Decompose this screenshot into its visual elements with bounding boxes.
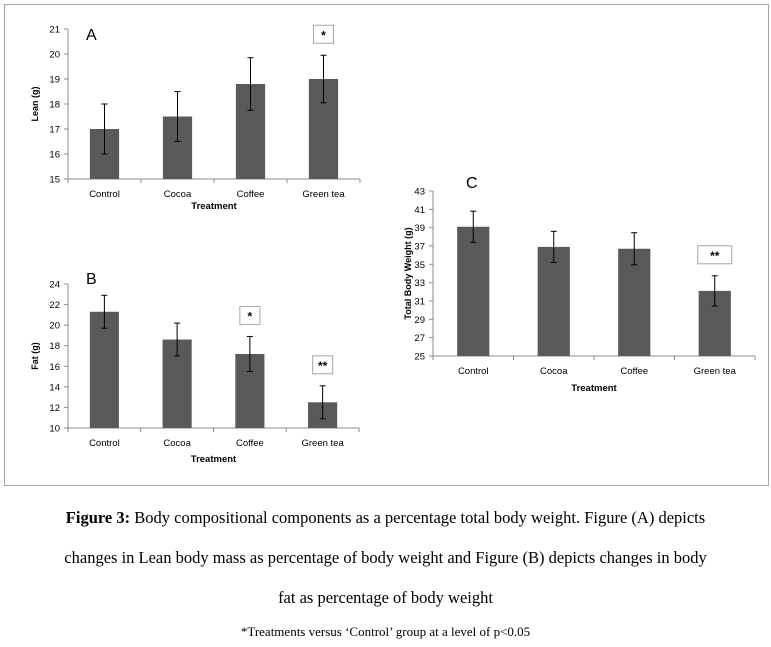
c-y-tick-label: 33 (414, 278, 425, 289)
a-panel-label: A (86, 27, 97, 44)
c-bar (457, 226, 490, 356)
c-bar (537, 246, 570, 356)
b-significance-box (312, 355, 334, 375)
caption-text-1: Body compositional components as a perce… (130, 508, 706, 527)
b-x-tick-label: Coffee (236, 438, 264, 449)
a-x-tick-label: Cocoa (164, 189, 192, 200)
b-significance-box (239, 305, 261, 325)
c-x-tick-label: Cocoa (540, 366, 568, 377)
caption-line-1: Figure 3: Body compositional components … (0, 508, 771, 528)
c-y-tick-label: 25 (414, 352, 425, 363)
a-x-axis-title: Treatment (191, 201, 237, 212)
c-y-tick-label: 35 (414, 260, 425, 271)
c-panel-label: C (466, 175, 478, 192)
b-y-tick-label: 18 (49, 341, 60, 352)
c-y-tick-label: 31 (414, 297, 425, 308)
figure-frame (4, 4, 769, 486)
a-significance-mark: * (321, 28, 326, 42)
a-y-tick-label: 20 (49, 50, 60, 61)
c-x-tick-label: Green tea (694, 366, 737, 377)
c-bar (618, 248, 651, 356)
c-y-tick-label: 27 (414, 333, 425, 344)
b-x-tick-label: Cocoa (163, 438, 191, 449)
b-y-tick-label: 22 (49, 300, 60, 311)
a-y-tick-label: 18 (49, 100, 60, 111)
footnote: *Treatments versus ‘Control’ group at a … (240, 624, 531, 639)
a-x-tick-label: Coffee (237, 189, 265, 200)
a-y-tick-label: 19 (49, 75, 60, 86)
c-y-tick-label: 29 (414, 315, 425, 326)
c-x-axis-title: Treatment (571, 383, 617, 394)
caption-line-3: fat as percentage of body weight (278, 588, 493, 607)
a-y-tick-label: 15 (49, 175, 60, 186)
c-y-axis-title: Total Body Weight (g) (403, 227, 413, 319)
b-panel-label: B (86, 271, 97, 288)
b-y-tick-label: 16 (49, 362, 60, 373)
c-significance-box (697, 245, 733, 265)
c-y-tick-label: 43 (414, 187, 425, 198)
a-y-axis-title: Lean (g) (30, 86, 40, 121)
charts-canvas: 15 16 17 18 19 20 21 Control Cocoa Coffee Green te… (30, 24, 756, 465)
c-significance-mark: ** (710, 249, 720, 263)
a-significance-box (313, 24, 334, 44)
b-x-tick-label: Green tea (302, 438, 345, 449)
b-y-tick-label: 10 (49, 424, 60, 435)
a-y-tick-label: 21 (49, 25, 60, 36)
a-x-tick-label: Green tea (302, 189, 345, 200)
b-y-tick-label: 12 (49, 403, 60, 414)
b-x-axis-title: Treatment (191, 454, 237, 465)
b-y-axis-title: Fat (g) (30, 342, 40, 370)
caption-label: Figure 3: (65, 508, 131, 527)
caption-line-2: changes in Lean body mass as percentage … (64, 548, 707, 567)
b-significance-mark: ** (318, 359, 328, 373)
c-x-tick-label: Control (458, 366, 489, 377)
b-significance-mark: * (248, 309, 253, 323)
b-y-tick-label: 14 (49, 382, 60, 393)
c-y-tick-label: 39 (414, 223, 425, 234)
b-x-tick-label: Control (89, 438, 120, 449)
c-y-tick-label: 37 (414, 242, 425, 253)
b-y-tick-label: 20 (49, 321, 60, 332)
a-x-tick-label: Control (89, 189, 120, 200)
c-x-tick-label: Coffee (620, 366, 648, 377)
a-y-tick-label: 16 (49, 150, 60, 161)
b-y-tick-label: 24 (49, 280, 60, 291)
c-y-tick-label: 41 (414, 205, 425, 216)
b-bar (89, 311, 119, 428)
a-y-tick-label: 17 (49, 125, 60, 136)
